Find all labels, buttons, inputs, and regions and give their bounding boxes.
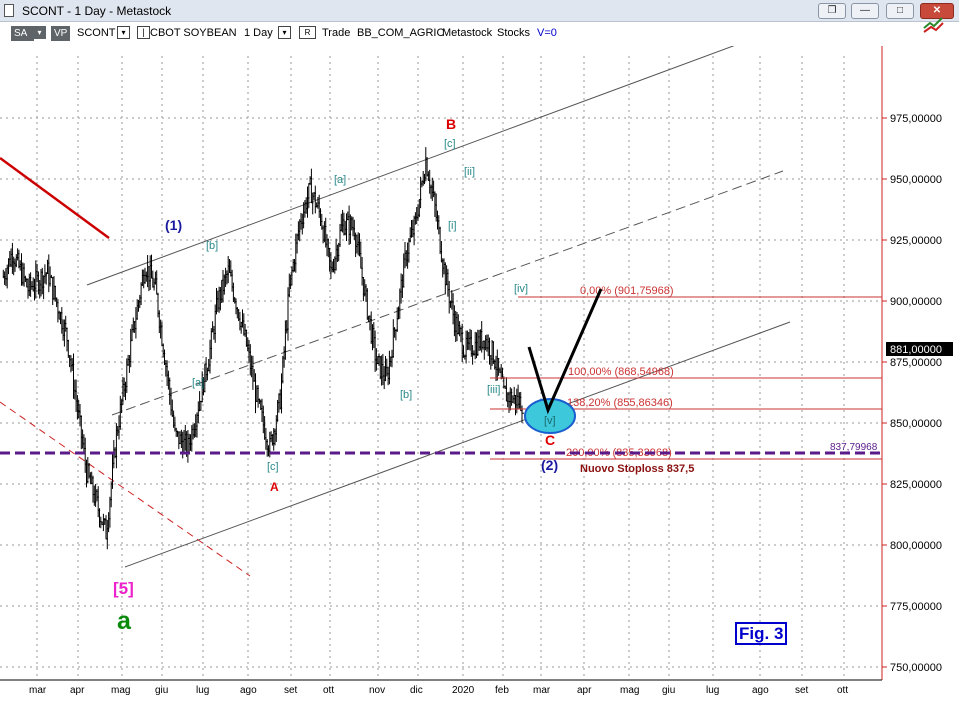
x-tick-label: apr	[70, 685, 85, 696]
x-tick-label: mag	[111, 685, 130, 696]
wave-label: A	[270, 480, 279, 494]
data-source: Metastock	[442, 27, 493, 39]
wave-label: a	[117, 607, 132, 635]
period-label: 1 Day	[244, 27, 273, 39]
x-tick-label: giu	[155, 685, 168, 696]
channel-mid-line	[111, 170, 784, 416]
r-dropdown[interactable]: R	[299, 26, 316, 39]
wave-label: [b]	[400, 389, 412, 401]
x-tick-label: nov	[369, 685, 385, 696]
wave-label: [ii]	[464, 166, 475, 178]
y-tick-label: 850,00000	[890, 418, 942, 430]
x-tick-label: apr	[577, 685, 592, 696]
vp-button[interactable]: VP	[51, 26, 70, 41]
symbol-dropdown-icon[interactable]: ▾	[117, 26, 130, 39]
red-dashed-trendline	[0, 401, 251, 577]
wave-label: C	[545, 432, 555, 448]
fib-level-100-label: 100,00% (868,54968)	[568, 366, 674, 378]
y-tick-label: 900,00000	[890, 296, 942, 308]
window-title-bar: SCONT - 1 Day - Metastock ❐ — □ ✕	[0, 0, 959, 22]
channel-lower-line	[124, 321, 791, 568]
price-chart[interactable]: 750,00000 775,00000 800,00000 825,00000 …	[0, 46, 959, 718]
target-wave-label: [v]	[544, 415, 556, 427]
wave-label: [a]	[334, 174, 346, 186]
wave-label: [iv]	[514, 283, 528, 295]
x-tick-label: feb	[495, 685, 509, 696]
wave-label: [c]	[444, 138, 456, 150]
wave-label: (1)	[165, 217, 182, 233]
x-tick-label: 2020	[452, 685, 475, 696]
wave-label: [c]	[267, 461, 279, 473]
period-dropdown-icon[interactable]: ▾	[278, 26, 291, 39]
y-tick-label: 800,00000	[890, 540, 942, 552]
app-icon	[4, 4, 14, 17]
last-price-marker	[886, 342, 953, 356]
target-zone-ellipse	[524, 398, 576, 434]
y-tick-label: 875,00000	[890, 357, 942, 369]
stoploss-note: Nuovo Stoploss 837,5	[580, 463, 694, 475]
last-price-label: 881,00000	[890, 344, 942, 356]
trade-button[interactable]: Trade	[322, 27, 351, 39]
sa-dropdown-icon[interactable]: ▾	[33, 26, 46, 39]
y-tick-label: 925,00000	[890, 235, 942, 247]
chart-toolbar: SA ▾ VP SCONT ▾ | CBOT SOYBEAN 1 Day ▾ R…	[0, 17, 959, 46]
x-tick-label: ott	[323, 685, 334, 696]
wave-label: (2)	[541, 457, 558, 473]
window-title: SCONT - 1 Day - Metastock	[22, 4, 172, 18]
y-tick-label: 950,00000	[890, 174, 942, 186]
x-tick-label: giu	[662, 685, 675, 696]
wave-label: [5]	[113, 579, 134, 598]
close-button[interactable]: ✕	[920, 3, 954, 19]
y-tick-label: 975,00000	[890, 113, 942, 125]
channel-upper-line	[86, 46, 735, 286]
x-tick-label: lug	[706, 685, 719, 696]
fib-level-0-label: 0,00% (901,75968)	[580, 285, 674, 297]
security-type: Stocks	[497, 27, 531, 39]
x-tick-label: mar	[29, 685, 47, 696]
stoploss-value-label: 837,79968	[830, 442, 878, 453]
minimize-button[interactable]: —	[851, 3, 879, 19]
price-bars	[2, 147, 524, 550]
y-tick-label: 775,00000	[890, 601, 942, 613]
restore-layout-button[interactable]: ❐	[818, 3, 846, 19]
x-tick-label: lug	[196, 685, 209, 696]
info-icon[interactable]: |	[137, 26, 150, 39]
figure-label: Fig. 3	[735, 622, 788, 645]
trade-chart-icon[interactable]	[922, 14, 946, 38]
x-tick-label: ott	[837, 685, 848, 696]
x-tick-label: mag	[620, 685, 639, 696]
wave-label: B	[446, 116, 456, 132]
r-label: R	[304, 28, 311, 37]
red-trendline	[0, 156, 110, 240]
x-tick-label: mar	[533, 685, 551, 696]
symbol-label: SCONT	[77, 27, 116, 39]
x-tick-label: ago	[240, 685, 257, 696]
wave-label: [a]	[192, 377, 204, 389]
maximize-button[interactable]: □	[886, 3, 914, 19]
x-tick-label: set	[284, 685, 298, 696]
projected-path-arrow	[527, 288, 603, 415]
wave-label: [i]	[448, 220, 457, 232]
wave-label: [iii]	[487, 384, 500, 396]
y-tick-label: 750,00000	[890, 662, 942, 674]
vertical-grid	[36, 56, 845, 680]
x-tick-label: set	[795, 685, 809, 696]
security-description: CBOT SOYBEAN	[150, 27, 237, 39]
volume-label: V=0	[537, 27, 557, 39]
sa-button[interactable]: SA	[11, 26, 34, 41]
security-name: BB_COM_AGRIC	[357, 27, 445, 39]
x-tick-label: dic	[410, 685, 423, 696]
fib-level-138-label: 138,20% (855,86346)	[567, 397, 673, 409]
y-tick-label: 825,00000	[890, 479, 942, 491]
wave-label: [b]	[206, 240, 218, 252]
x-tick-label: ago	[752, 685, 769, 696]
